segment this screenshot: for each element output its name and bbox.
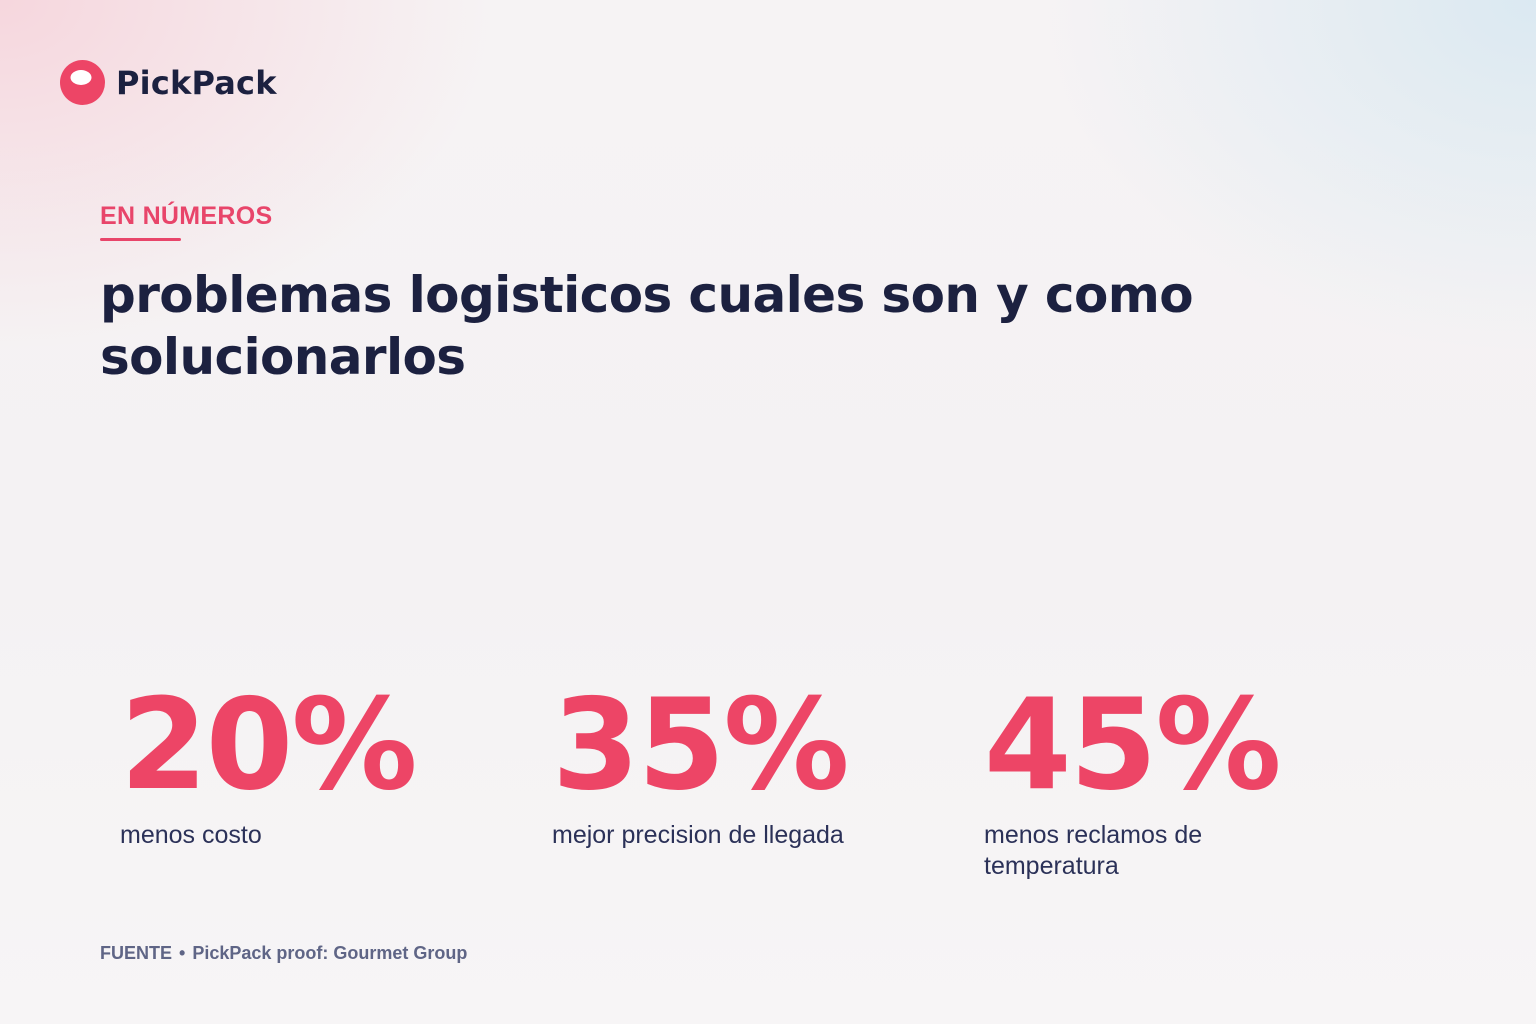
stat-value: 35% <box>552 671 850 818</box>
stat-card: 45% menos reclamos de temperatura <box>984 670 1384 882</box>
section-eyebrow: EN NÚMEROS <box>100 202 273 230</box>
stat-label: menos costo <box>120 821 262 849</box>
stat-value: 20% <box>120 671 418 818</box>
brand-logo: PickPack <box>60 60 277 105</box>
eyebrow-underline <box>100 238 181 241</box>
source-text: PickPack proof: Gourmet Group <box>192 943 468 963</box>
source-note: FUENTE • PickPack proof: Gourmet Group <box>100 943 467 964</box>
brand-name: PickPack <box>116 63 277 102</box>
stat-label: menos reclamos de temperatura <box>984 821 1203 880</box>
stat-card: 20% menos costo <box>120 670 520 851</box>
page-title: problemas logisticos cuales son y como s… <box>100 266 1194 386</box>
stat-value: 45% <box>984 671 1282 818</box>
source-label: FUENTE <box>100 943 172 963</box>
source-separator: • <box>179 943 186 963</box>
pickpack-logo-icon <box>60 60 105 105</box>
stat-label: mejor precision de llegada <box>552 821 844 849</box>
stat-card: 35% mejor precision de llegada <box>552 670 952 851</box>
